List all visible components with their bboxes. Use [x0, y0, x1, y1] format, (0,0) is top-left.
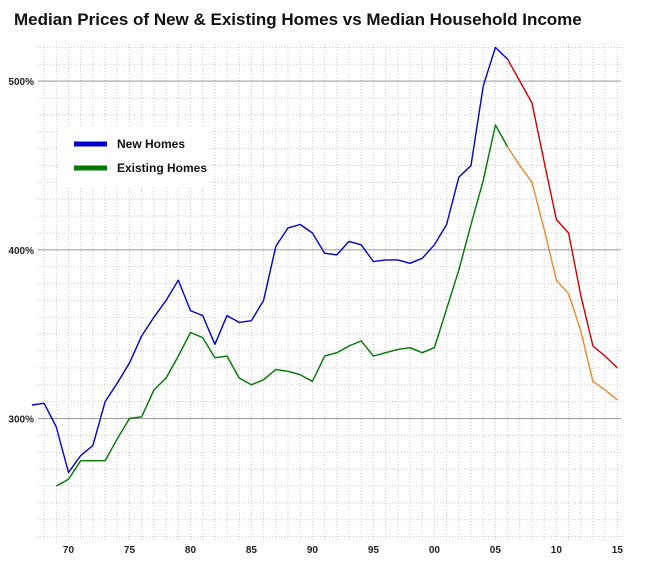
x-tick-label: 15 [612, 545, 624, 556]
y-tick-labels: 300% 400% 500% [8, 77, 34, 425]
legend-label: New Homes [117, 137, 185, 151]
x-tick-label: 85 [246, 545, 258, 556]
chart-title: Median Prices of New & Existing Homes vs… [14, 10, 582, 29]
series-line-new-homes [31, 46, 509, 474]
x-tick-label: 70 [63, 545, 75, 556]
x-tick-label: 90 [307, 545, 319, 556]
series-lines [31, 46, 618, 487]
y-tick-label: 400% [8, 246, 34, 257]
series-line-existing-homes [55, 124, 509, 487]
x-tick-label: 75 [124, 545, 136, 556]
x-tick-label: 10 [551, 545, 563, 556]
major-gridlines [38, 80, 621, 420]
legend-box [58, 127, 208, 187]
y-tick-label: 300% [8, 415, 34, 426]
x-tick-labels: 70 75 80 85 90 95 00 05 10 15 [63, 545, 623, 556]
x-tick-label: 95 [368, 545, 380, 556]
x-tick-label: 80 [185, 545, 197, 556]
y-tick-label: 500% [8, 77, 34, 88]
legend: New Homes Existing Homes [58, 127, 208, 187]
series-projection-new-homes [506, 58, 618, 369]
x-tick-label: 00 [429, 545, 441, 556]
series-projection-existing-homes [507, 146, 618, 401]
minor-gridlines [38, 44, 621, 540]
x-tick-label: 05 [490, 545, 502, 556]
legend-label: Existing Homes [117, 161, 207, 175]
